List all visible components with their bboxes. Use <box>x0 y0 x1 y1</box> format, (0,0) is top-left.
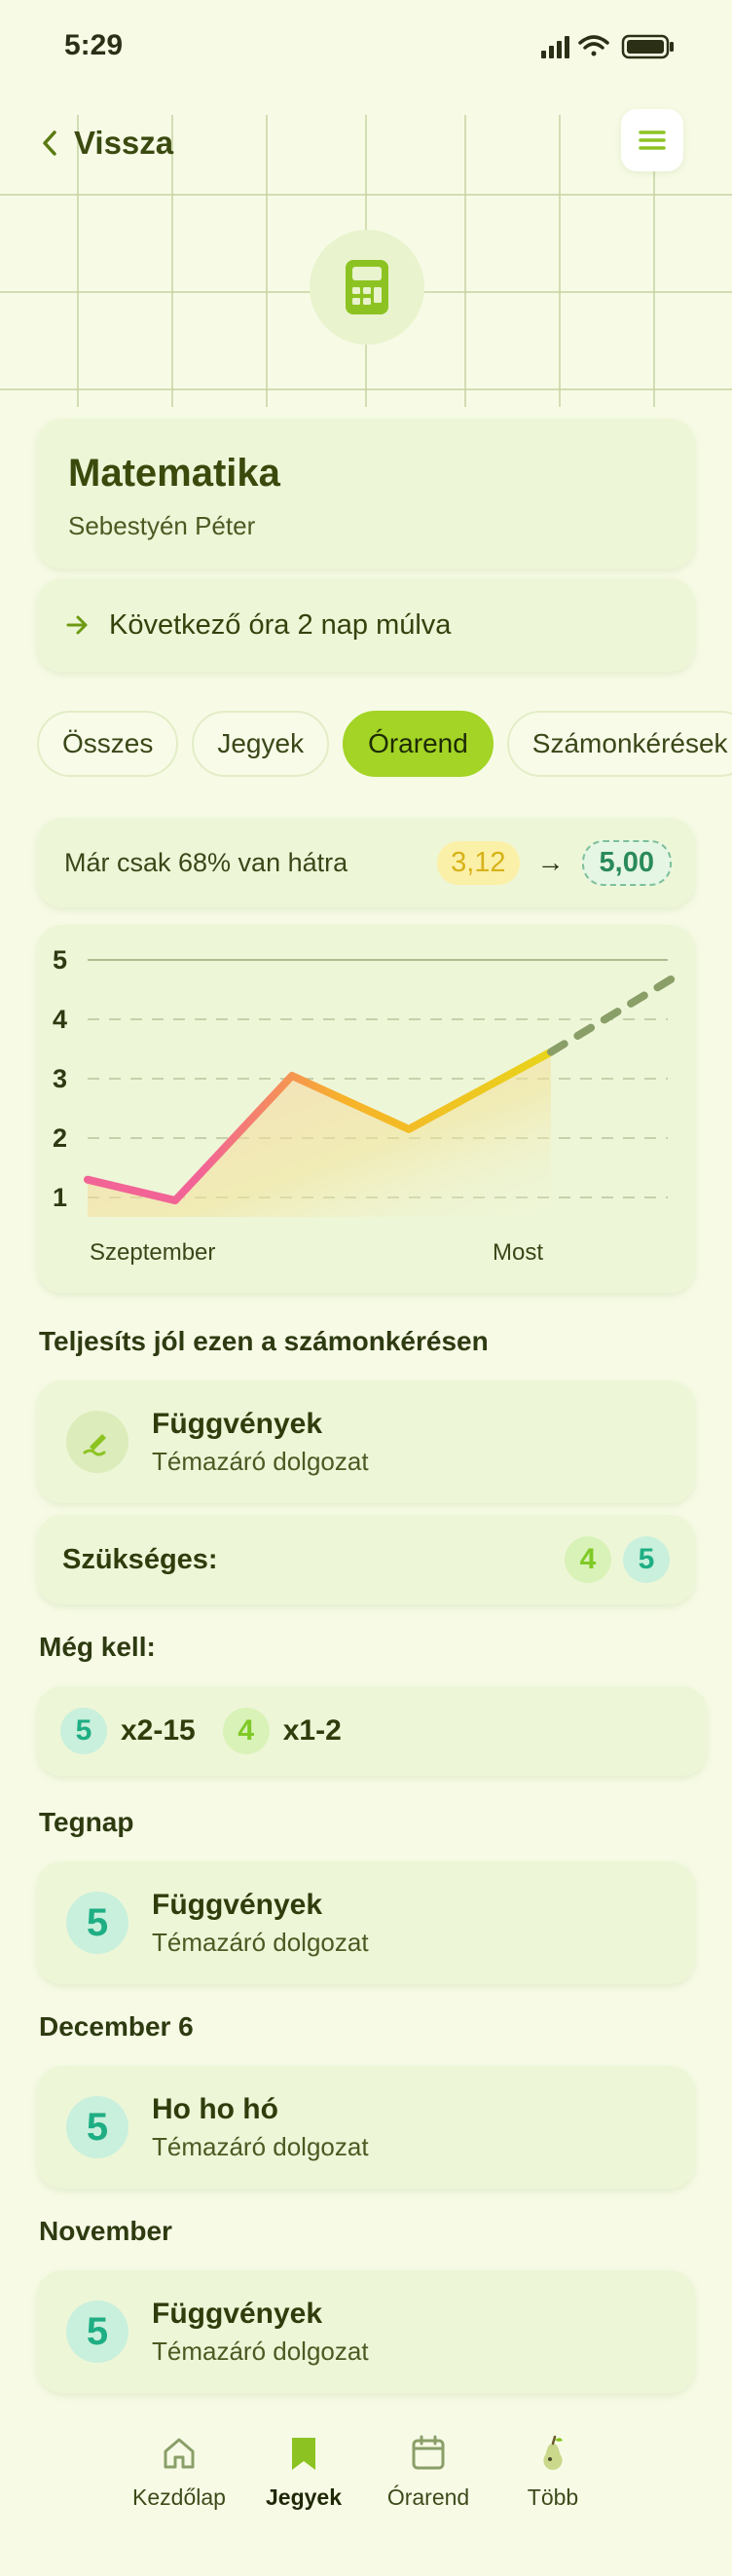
nav-label: Kezdőlap <box>132 2484 226 2510</box>
signal-icon <box>541 36 569 58</box>
subject-icon-badge <box>310 230 424 345</box>
grade-subtitle: Témazáró dolgozat <box>152 2336 369 2366</box>
grade-badge: 5 <box>60 1708 107 1754</box>
task-section-title: Teljesíts jól ezen a számonkérésen <box>39 1326 489 1356</box>
y-tick-label: 4 <box>53 1005 67 1034</box>
chart-projection-line <box>547 968 687 1056</box>
grade-title: Ho ho hó <box>152 2092 278 2125</box>
task-title: Függvények <box>152 1407 323 1440</box>
arrow-right-icon: → <box>536 847 565 877</box>
needed-grades-card: Szükséges: 4 5 <box>37 1515 695 1604</box>
y-tick-label: 1 <box>53 1183 67 1212</box>
remaining-count: x1-2 <box>282 1714 342 1747</box>
grade-badge: 5 <box>623 1536 670 1583</box>
battery-icon <box>621 34 674 59</box>
nav-label: Órarend <box>386 2484 470 2510</box>
wifi-icon <box>578 35 609 56</box>
tab-grades[interactable]: Jegyek <box>192 711 330 777</box>
remaining-card: 5 x2-15 4 x1-2 <box>37 1686 707 1776</box>
bottom-navigation <box>0 2405 732 2576</box>
target-average: 5,00 <box>581 839 672 886</box>
grade-subtitle: Témazáró dolgozat <box>152 1927 369 1957</box>
grade-subtitle: Témazáró dolgozat <box>152 2131 369 2161</box>
goal-card[interactable]: Már csak 68% van hátra 3,12 → 5,00 <box>37 818 695 907</box>
back-label: Vissza <box>74 125 174 161</box>
grade-badge: 5 <box>66 2096 128 2158</box>
date-heading: November <box>39 2216 172 2246</box>
nav-more[interactable]: Több <box>485 2434 621 2511</box>
subject-name: Matematika <box>68 452 280 495</box>
status-time: 5:29 <box>64 29 124 61</box>
subject-card: Matematika Sebestyén Péter <box>37 419 695 569</box>
date-heading: Tegnap <box>39 1807 134 1837</box>
date-heading: December 6 <box>39 2011 194 2042</box>
y-tick-label: 3 <box>53 1064 67 1093</box>
grade-badge: 5 <box>66 1892 128 1954</box>
nav-timetable[interactable]: Órarend <box>360 2434 496 2511</box>
nav-label: Több <box>527 2484 579 2510</box>
needed-label: Szükséges: <box>62 1543 218 1575</box>
pen-icon <box>66 1411 128 1473</box>
y-tick-label: 5 <box>53 945 67 975</box>
nav-label: Jegyek <box>265 2484 342 2510</box>
x-label-end: Most <box>493 1239 543 1266</box>
teacher-name: Sebestyén Péter <box>68 511 256 540</box>
grade-title: Függvények <box>152 1888 323 1921</box>
tab-exams[interactable]: Számonkérések <box>506 711 732 777</box>
goal-text: Már csak 68% van hátra <box>64 847 348 877</box>
y-tick-label: 2 <box>53 1123 67 1153</box>
calendar-icon <box>412 2435 445 2470</box>
grade-item[interactable]: 5 Függvények Témazáró dolgozat <box>37 1861 695 1984</box>
bookmark-icon <box>292 2438 315 2470</box>
x-label-start: Szeptember <box>90 1239 215 1266</box>
chart-series-line <box>84 1048 555 1205</box>
remaining-title: Még kell: <box>39 1632 156 1662</box>
grid-background <box>0 115 732 407</box>
arrow-right-icon <box>66 615 88 635</box>
tab-timetable[interactable]: Órarend <box>343 711 494 777</box>
home-icon <box>164 2438 195 2469</box>
grade-item[interactable]: 5 Függvények Témazáró dolgozat <box>37 2270 695 2393</box>
tab-bar: Összes Jegyek Órarend Számonkérések <box>37 711 732 777</box>
calculator-icon <box>346 260 388 314</box>
pear-icon <box>543 2435 563 2470</box>
tab-all[interactable]: Összes <box>37 711 179 777</box>
menu-button[interactable] <box>621 109 683 171</box>
grade-item[interactable]: 5 Ho ho hó Témazáró dolgozat <box>37 2066 695 2189</box>
back-button[interactable]: Vissza <box>39 125 173 162</box>
task-card[interactable]: Függvények Témazáró dolgozat <box>37 1380 695 1503</box>
grade-badge: 5 <box>66 2300 128 2363</box>
current-average: 3,12 <box>437 840 520 885</box>
next-lesson-text: Következő óra 2 nap múlva <box>109 608 452 641</box>
grade-badge: 4 <box>565 1536 611 1583</box>
status-icons <box>541 34 674 59</box>
remaining-count: x2-15 <box>121 1714 196 1747</box>
next-lesson-card[interactable]: Következő óra 2 nap múlva <box>37 578 695 672</box>
nav-grades[interactable]: Jegyek <box>236 2434 372 2511</box>
grade-chart: 5 4 3 2 1 Szeptember Most <box>53 945 687 1266</box>
nav-home[interactable]: Kezdőlap <box>111 2434 247 2511</box>
chevron-left-icon <box>43 130 56 156</box>
menu-icon <box>639 130 666 150</box>
task-subtitle: Témazáró dolgozat <box>152 1446 369 1476</box>
grade-title: Függvények <box>152 2297 323 2330</box>
grade-badge: 4 <box>222 1708 270 1754</box>
